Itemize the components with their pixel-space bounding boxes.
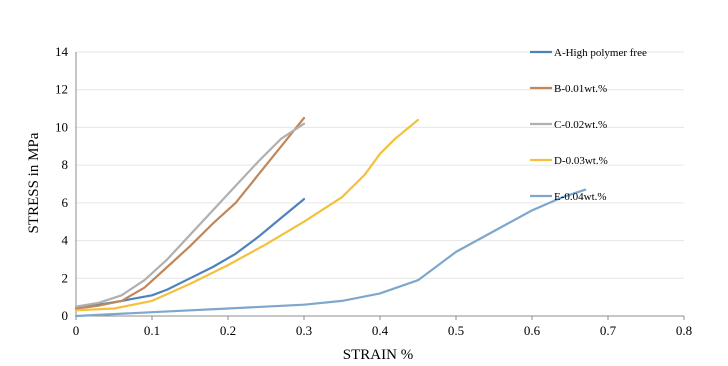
x-tick-label: 0.2 — [220, 323, 236, 338]
x-axis-title: STRAIN % — [343, 347, 413, 363]
x-tick-label: 0.4 — [372, 323, 389, 338]
x-tick-label: 0.7 — [600, 323, 617, 338]
x-tick-label: 0.5 — [448, 323, 464, 338]
y-tick-label: 4 — [62, 233, 69, 248]
y-axis-title: STRESS in MPa — [26, 132, 42, 233]
x-tick-label: 0.6 — [524, 323, 541, 338]
grid-lines — [76, 51, 684, 279]
y-tick-label: 2 — [62, 270, 69, 285]
series-line-a — [74, 198, 306, 310]
legend-label: E-0.04wt.% — [554, 191, 607, 203]
y-tick-label: 10 — [55, 119, 68, 134]
series-line-b — [74, 116, 306, 310]
series-line-c — [74, 122, 306, 308]
legend-label: B-0.01wt.% — [554, 83, 607, 95]
y-tick-label: 6 — [62, 195, 69, 210]
x-tick-label: 0.3 — [296, 323, 312, 338]
series-line-e — [74, 188, 587, 318]
y-tick-label: 0 — [62, 308, 69, 323]
legend-label: A-High polymer free — [554, 47, 647, 59]
x-tick-label: 0.8 — [676, 323, 692, 338]
y-tick-label: 8 — [62, 157, 69, 172]
tick-labels: 0 2 4 6 8 10 12 14 0 0.1 0.2 0.3 0.4 0.5 0.6 0.7 0.8 — [55, 44, 692, 338]
y-tick-label: 14 — [55, 44, 69, 59]
x-tick-label: 0 — [73, 323, 80, 338]
axes — [75, 52, 685, 320]
data-series — [74, 116, 587, 318]
x-tick-label: 0.1 — [144, 323, 160, 338]
legend-label: D-0.03wt.% — [554, 155, 608, 167]
series-line-d — [74, 118, 420, 312]
legend-label: C-0.02wt.% — [554, 119, 607, 131]
y-tick-label: 12 — [55, 82, 68, 97]
legend: A-High polymer free B-0.01wt.% C-0.02wt.% D… — [530, 47, 647, 203]
